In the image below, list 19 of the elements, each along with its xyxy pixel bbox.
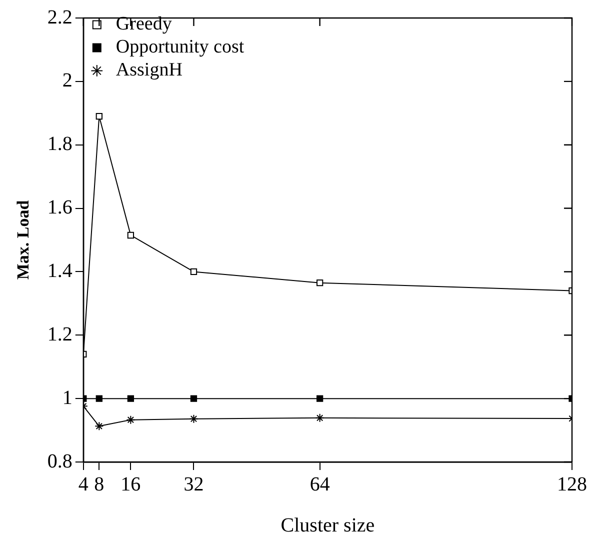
y-tick-label: 1.2 <box>47 323 72 346</box>
y-axis-title: Max. Load <box>14 200 33 280</box>
x-axis-title: Cluster size <box>280 514 375 536</box>
x-tick-label: 128 <box>557 473 587 496</box>
y-tick-label: 1.8 <box>47 133 72 156</box>
x-tick-label: 4 <box>78 473 88 496</box>
x-tick-label: 8 <box>94 473 104 496</box>
y-tick-label: 2 <box>62 70 72 92</box>
y-tick-label: 2.2 <box>47 6 72 28</box>
legend-label: Greedy <box>116 14 172 35</box>
y-tick-label: 1.4 <box>47 260 72 282</box>
legend-label: AssignH <box>116 60 183 81</box>
y-tick-label: 0.8 <box>47 450 72 472</box>
x-tick-label: 64 <box>310 473 330 496</box>
y-tick-label: 1 <box>62 386 72 409</box>
x-tick-label: 32 <box>184 473 204 496</box>
x-tick-label: 16 <box>120 473 141 496</box>
legend-label: Opportunity cost <box>116 36 245 58</box>
y-tick-label: 1.6 <box>47 196 72 219</box>
